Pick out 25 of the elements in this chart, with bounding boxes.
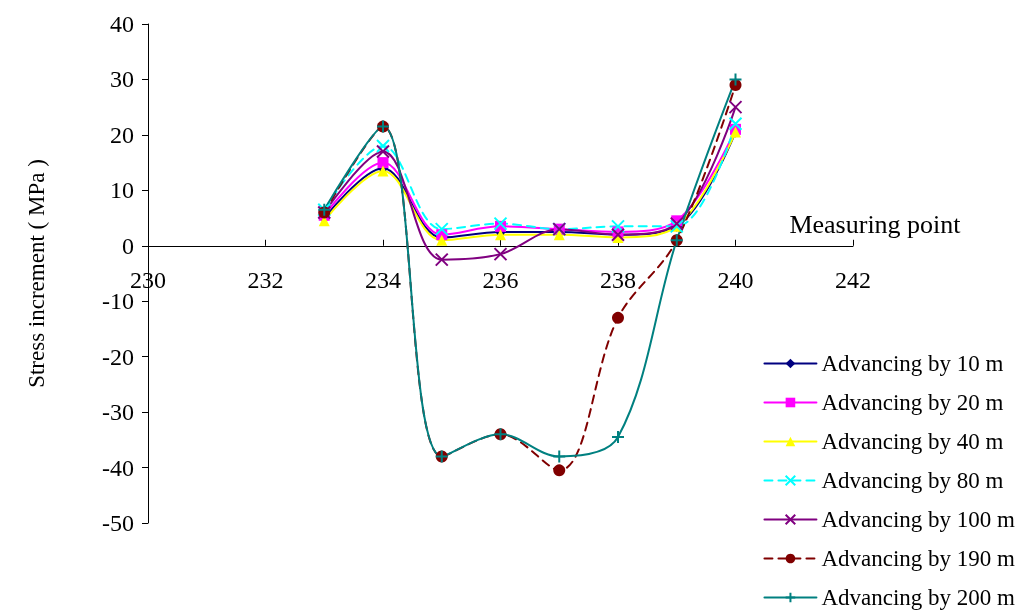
legend-label: Advancing by 10 m xyxy=(821,351,1004,376)
legend-label: Advancing by 80 m xyxy=(821,468,1004,493)
x-tick-label: 236 xyxy=(482,266,519,293)
x-tick-label: 238 xyxy=(600,266,636,293)
y-tick-label: -20 xyxy=(102,343,134,370)
legend-label: Advancing by 190 m xyxy=(821,546,1016,571)
y-tick-label: -30 xyxy=(102,399,134,426)
y-tick-label: 0 xyxy=(122,232,134,259)
y-tick-label: 20 xyxy=(110,121,134,148)
y-tick-label: 10 xyxy=(110,177,134,204)
x-tick-label: 232 xyxy=(247,266,284,293)
y-tick-label: 30 xyxy=(110,66,134,93)
y-tick-label: -40 xyxy=(102,454,134,481)
legend-label: Advancing by 20 m xyxy=(821,390,1004,415)
legend-label: Advancing by 100 m xyxy=(821,507,1016,532)
x-tick-label: 240 xyxy=(717,266,754,293)
y-tick-label: 40 xyxy=(110,11,134,37)
y-tick-label: -50 xyxy=(102,510,134,536)
x-axis-title: Measuring point xyxy=(789,210,962,240)
x-tick-label: 234 xyxy=(365,266,401,293)
legend-label: Advancing by 200 m xyxy=(821,585,1016,610)
x-tick-label: 242 xyxy=(835,266,871,293)
y-axis-title: Stress increment ( MPa ) xyxy=(24,159,49,388)
y-tick-label: -10 xyxy=(102,288,134,315)
legend-label: Advancing by 40 m xyxy=(821,429,1004,454)
